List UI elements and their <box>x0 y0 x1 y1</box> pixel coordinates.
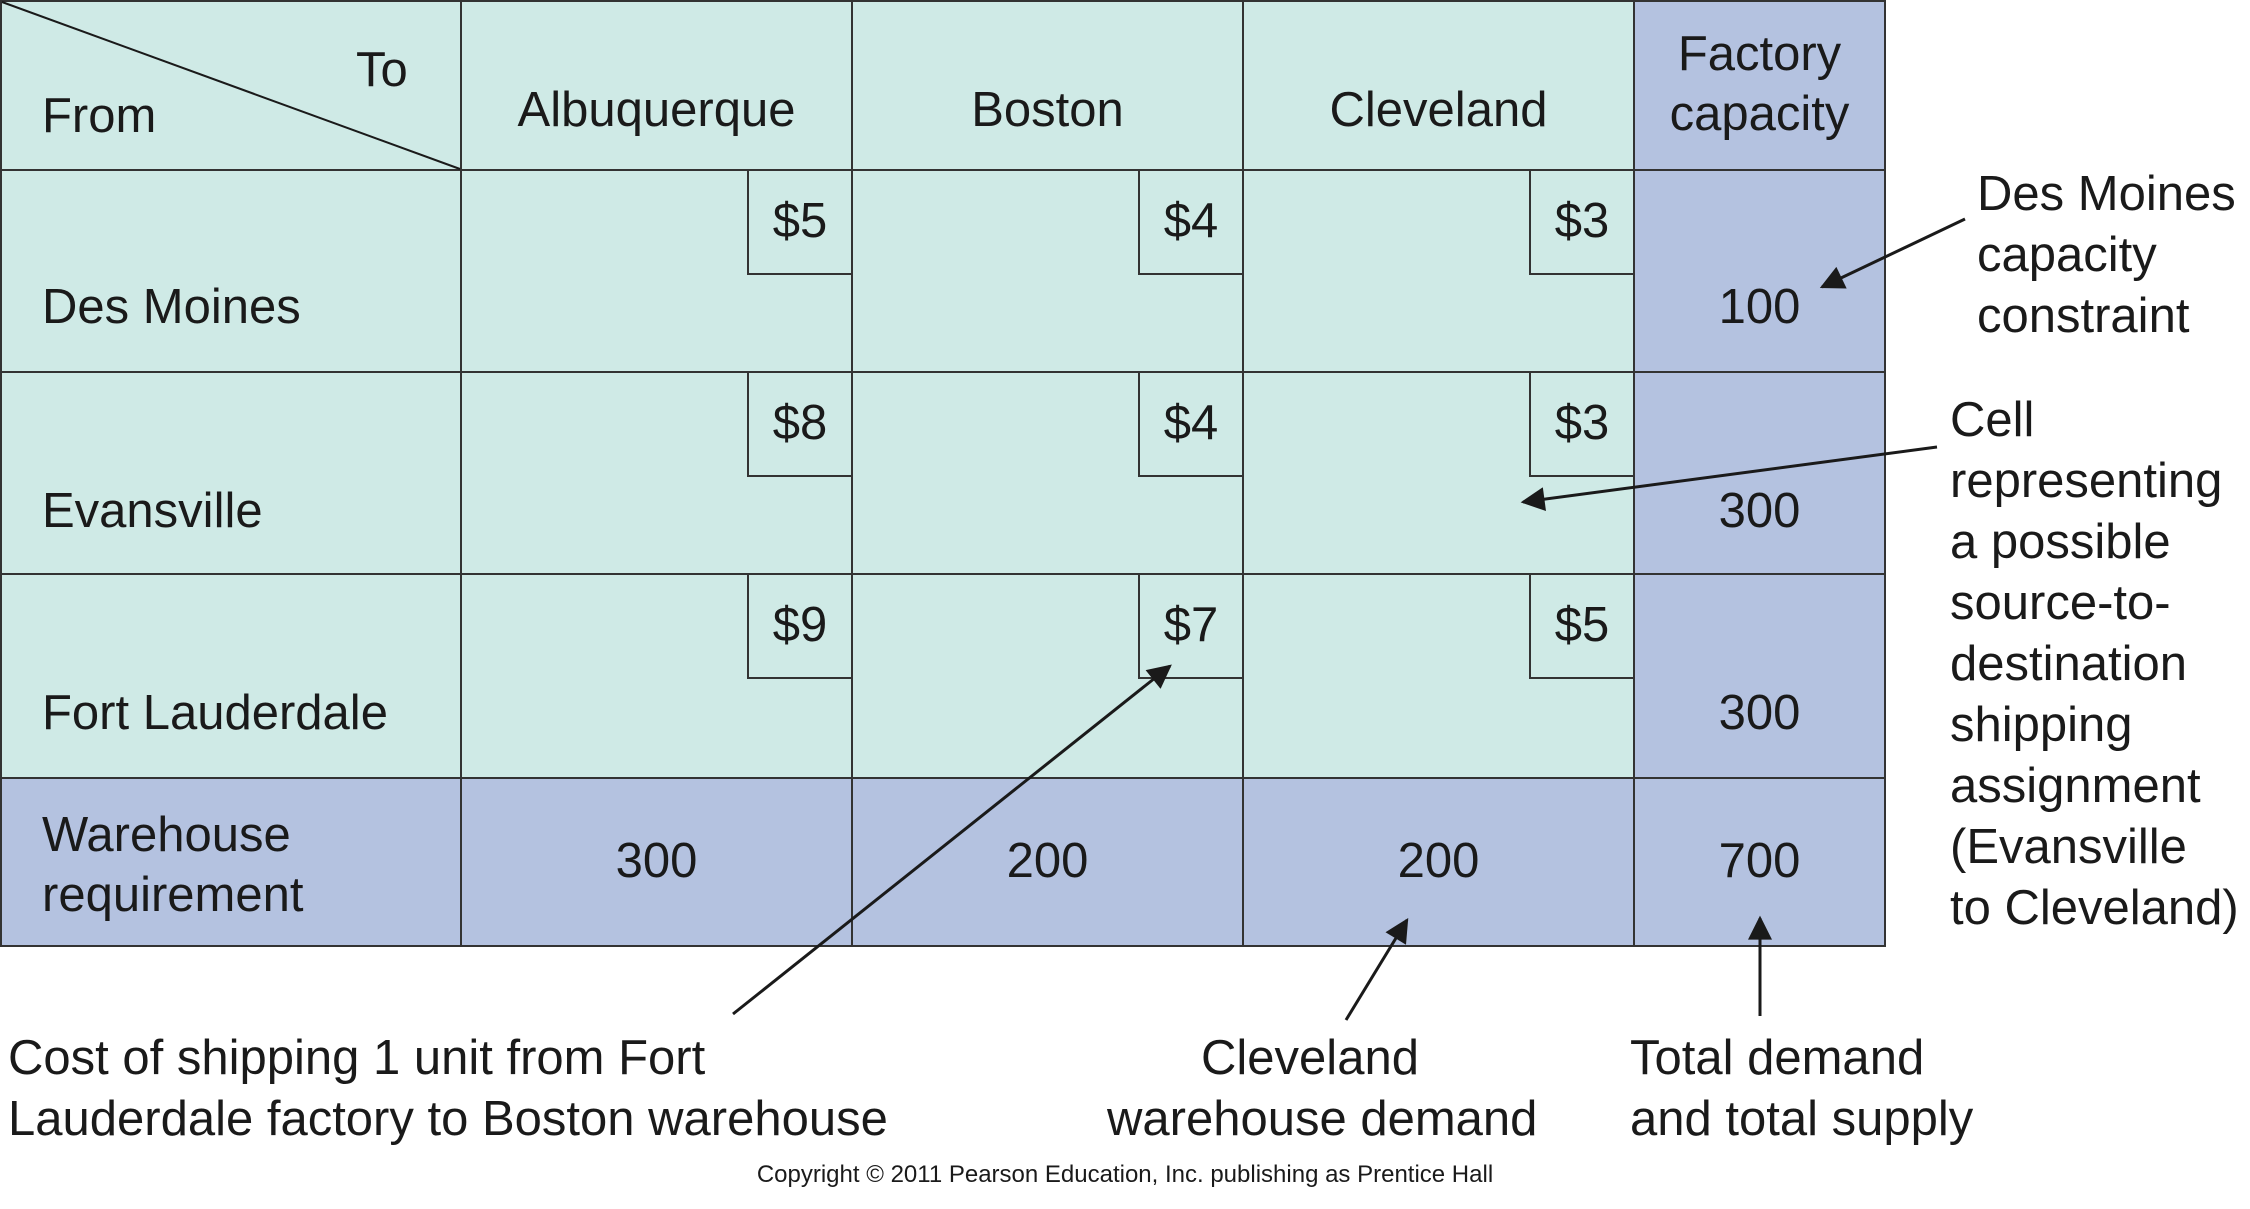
annotation-total-demand: Total demand and total supply <box>1630 1028 1973 1150</box>
corner-diagonal-line <box>1 1 461 170</box>
requirement-cell-albuquerque: 300 <box>460 777 853 947</box>
capacity-value: 300 <box>1718 484 1801 538</box>
annotation-cell-assignment: Cell representing a possible source-to- … <box>1950 390 2239 939</box>
destination-label: Boston <box>971 83 1124 137</box>
capacity-cell-fort-lauderdale: 300 <box>1633 573 1886 779</box>
arrow-cleveland-demand <box>1344 917 1409 1021</box>
annotation-line: capacity <box>1977 228 2157 282</box>
header-factory-capacity: Factory capacity <box>1633 0 1886 171</box>
annotation-line: (Evansville <box>1950 820 2187 874</box>
annotation-line: Lauderdale factory to Boston warehouse <box>8 1092 888 1146</box>
from-label: From <box>42 89 157 143</box>
total-value: 700 <box>1718 834 1801 888</box>
capacity-header-line1: Factory <box>1677 27 1842 81</box>
destination-label: Albuquerque <box>517 83 796 137</box>
route-cell[interactable]: $9 <box>460 573 853 779</box>
source-cell-des-moines: Des Moines <box>0 169 462 373</box>
annotation-line: destination <box>1950 637 2188 691</box>
capacity-value: 300 <box>1718 686 1801 740</box>
to-label: To <box>356 43 408 97</box>
route-cell[interactable]: $5 <box>460 169 853 373</box>
capacity-cell-evansville: 300 <box>1633 371 1886 575</box>
annotation-line: Cost of shipping 1 unit from Fort <box>8 1031 706 1085</box>
annotation-line: assignment <box>1950 759 2201 813</box>
total-cell: 700 <box>1633 777 1886 947</box>
requirement-label-line2: requirement <box>42 868 304 922</box>
annotation-line: representing <box>1950 454 2223 508</box>
annotation-cleveland-demand: Cleveland warehouse demand <box>1107 1028 1538 1150</box>
annotation-line: to Cleveland) <box>1950 881 2239 935</box>
cost-box: $9 <box>747 575 851 679</box>
cost-box: $4 <box>1138 373 1242 477</box>
annotation-line: warehouse demand <box>1107 1092 1538 1146</box>
requirement-cell-boston: 200 <box>851 777 1244 947</box>
route-cell[interactable]: $7 <box>851 573 1244 779</box>
annotation-line: and total supply <box>1630 1092 1974 1146</box>
header-destination-boston: Boston <box>851 0 1244 171</box>
requirement-value: 300 <box>615 834 698 888</box>
cost-box: $4 <box>1138 171 1242 275</box>
annotation-line: Des Moines <box>1977 167 2236 221</box>
annotation-line: a possible <box>1950 515 2171 569</box>
requirement-label-line1: Warehouse <box>42 808 291 862</box>
arrow-shipping-cost <box>732 664 1172 1016</box>
cost-box: $5 <box>747 171 851 275</box>
requirement-value: 200 <box>1397 834 1480 888</box>
source-label: Evansville <box>42 484 263 538</box>
source-label: Des Moines <box>42 280 301 334</box>
warehouse-requirement-label-cell: Warehouse requirement <box>0 777 462 947</box>
source-cell-evansville: Evansville <box>0 371 462 575</box>
annotation-shipping-cost: Cost of shipping 1 unit from Fort Lauder… <box>8 1028 888 1150</box>
requirement-value: 200 <box>1006 834 1089 888</box>
annotation-line: constraint <box>1977 289 2190 343</box>
arrow-des-moines-capacity <box>1819 217 1966 289</box>
route-cell[interactable]: $8 <box>460 371 853 575</box>
annotation-line: source-to- <box>1950 576 2171 630</box>
route-cell[interactable]: $3 <box>1242 169 1635 373</box>
annotation-line: Cell <box>1950 393 2035 447</box>
capacity-header-line2: capacity <box>1669 87 1850 141</box>
cost-box: $7 <box>1138 575 1242 679</box>
annotation-line: Total demand <box>1630 1031 1925 1085</box>
cost-box: $5 <box>1529 575 1633 679</box>
source-label: Fort Lauderdale <box>42 686 388 740</box>
cost-box: $8 <box>747 373 851 477</box>
route-cell[interactable]: $4 <box>851 169 1244 373</box>
annotation-line: Cleveland <box>1201 1031 1419 1085</box>
cost-box: $3 <box>1529 373 1633 477</box>
requirement-cell-cleveland: 200 <box>1242 777 1635 947</box>
capacity-value: 100 <box>1718 280 1801 334</box>
annotation-des-moines-capacity: Des Moines capacity constraint <box>1977 164 2236 347</box>
cost-box: $3 <box>1529 171 1633 275</box>
copyright-notice: Copyright © 2011 Pearson Education, Inc.… <box>756 1161 1494 1188</box>
annotation-line: shipping <box>1950 698 2133 752</box>
arrow-cell-assignment <box>1520 445 1938 512</box>
destination-label: Cleveland <box>1329 83 1548 137</box>
